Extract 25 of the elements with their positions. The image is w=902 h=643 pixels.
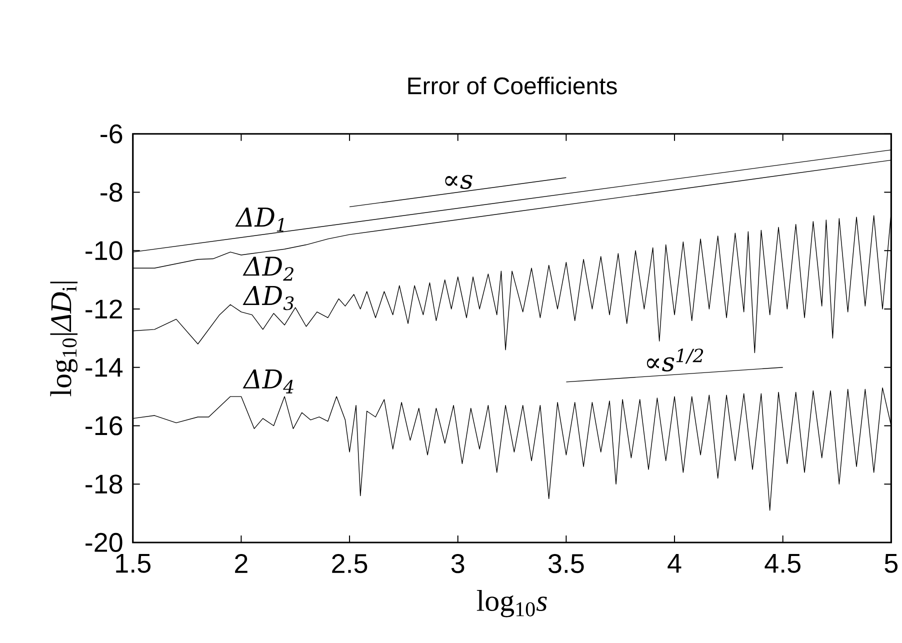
series-label: ∝s$^{1/2}$ <box>646 348 704 372</box>
x-tick-label: 2.5 <box>332 554 368 573</box>
y-tick-label: -16 <box>86 416 122 436</box>
chart-title: Error of Coefficients <box>408 76 617 94</box>
y-tick-label: -18 <box>86 474 122 494</box>
y-tick-label: -10 <box>86 240 122 260</box>
y-tick-label: -20 <box>86 532 122 552</box>
series-label: ΔD$_{3}$ <box>242 286 294 310</box>
x-tick-label: 4.5 <box>764 554 800 573</box>
x-tick-label: 1.5 <box>116 554 150 573</box>
x-axis-title: log$_{10}$s <box>476 590 547 618</box>
y-axis-title: log$_{10}$|ΔD$_{i}$| <box>50 282 78 396</box>
series-label: ΔD$_{2}$ <box>242 256 294 280</box>
x-tick-label: 3 <box>451 554 464 573</box>
x-tick-label: 4 <box>668 554 682 572</box>
x-tick-label: 5 <box>884 554 898 573</box>
y-tick-label: -6 <box>100 124 122 144</box>
y-tick-label: -8 <box>100 182 122 202</box>
x-tick-label: 3.5 <box>548 554 584 573</box>
y-tick-label: -12 <box>86 299 122 318</box>
series-label: ∝s <box>445 174 472 189</box>
y-tick-label: -14 <box>86 358 123 376</box>
x-tick-label: 2 <box>235 554 248 573</box>
series-label: ΔD$_{1}$ <box>235 207 284 232</box>
series-label: ΔD$_{4}$ <box>242 369 294 394</box>
